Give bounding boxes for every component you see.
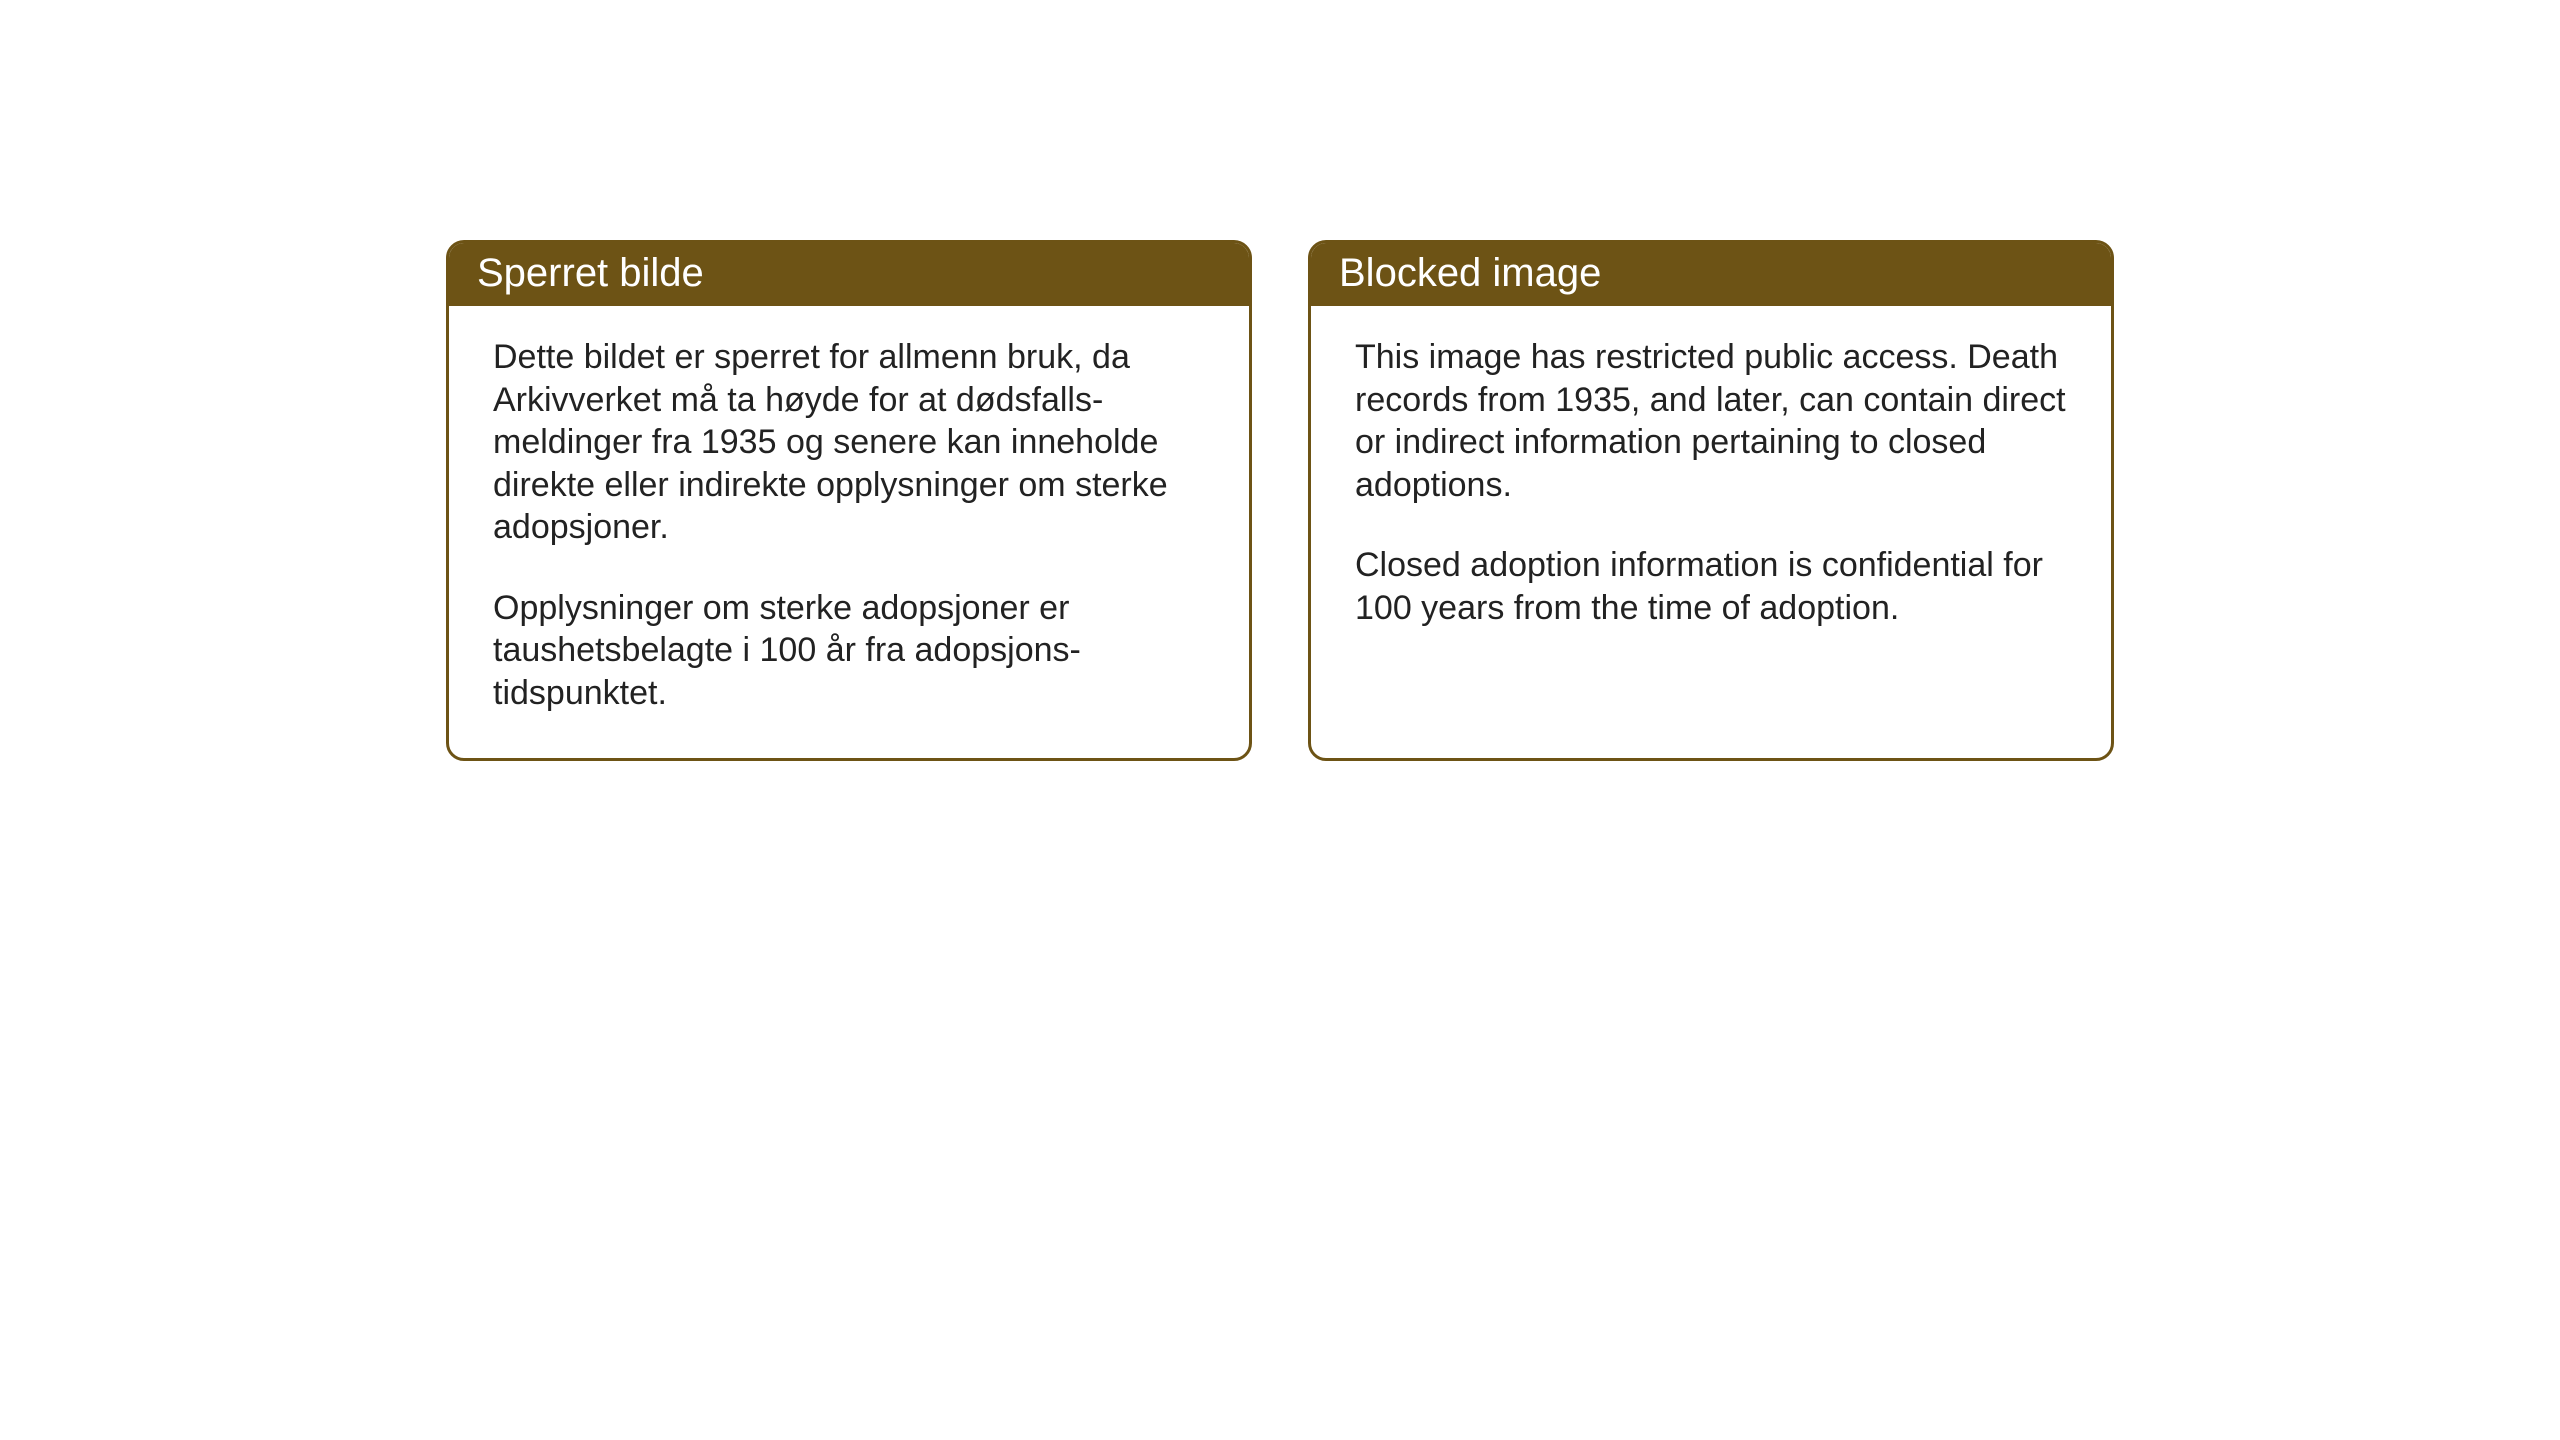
card-header-norwegian: Sperret bilde xyxy=(449,243,1249,306)
notice-container: Sperret bilde Dette bildet er sperret fo… xyxy=(446,240,2114,761)
card-paragraph-english-1: This image has restricted public access.… xyxy=(1355,336,2067,506)
card-body-english: This image has restricted public access.… xyxy=(1311,306,2111,726)
card-body-norwegian: Dette bildet er sperret for allmenn bruk… xyxy=(449,306,1249,758)
card-paragraph-norwegian-2: Opplysninger om sterke adopsjoner er tau… xyxy=(493,587,1205,715)
card-paragraph-norwegian-1: Dette bildet er sperret for allmenn bruk… xyxy=(493,336,1205,549)
card-title-norwegian: Sperret bilde xyxy=(477,251,704,295)
notice-card-english: Blocked image This image has restricted … xyxy=(1308,240,2114,761)
card-header-english: Blocked image xyxy=(1311,243,2111,306)
card-paragraph-english-2: Closed adoption information is confident… xyxy=(1355,544,2067,629)
card-title-english: Blocked image xyxy=(1339,251,1601,295)
notice-card-norwegian: Sperret bilde Dette bildet er sperret fo… xyxy=(446,240,1252,761)
